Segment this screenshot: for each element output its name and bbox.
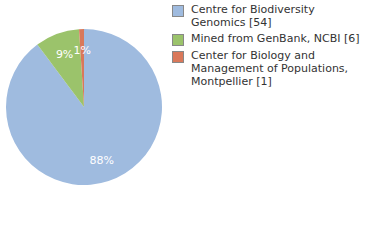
- html-text:Center for Biology and Managem: Center for Biology and Management of Pop…: [191, 49, 349, 88]
- svg-text:1%: 1%: [73, 44, 90, 57]
- svg-text:9%: 9%: [56, 48, 73, 61]
- svg-text:88%: 88%: [89, 154, 113, 167]
- html-text:Mined from GenBank, NCBI [6]: Mined from GenBank, NCBI [6]: [191, 32, 360, 45]
- html-text:Centre for Biodiversity Genomi: Centre for Biodiversity Genomics [54]: [191, 3, 315, 29]
